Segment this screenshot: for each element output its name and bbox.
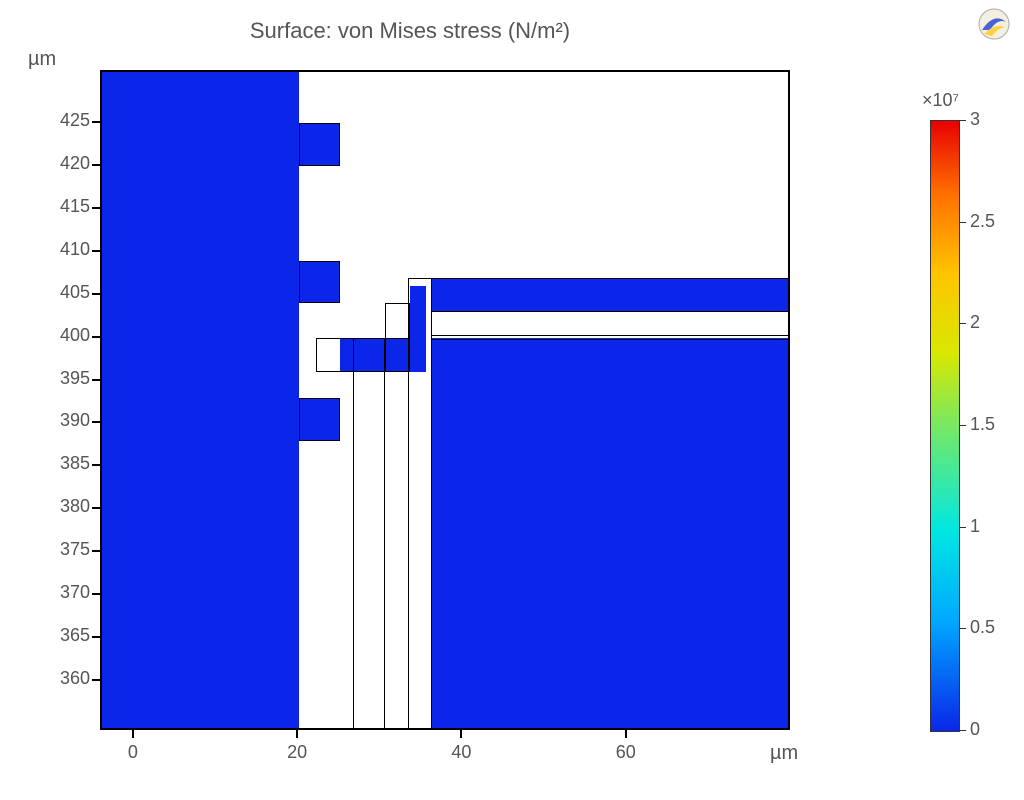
x-axis-unit: µm xyxy=(770,742,798,765)
y-tick-label: 420 xyxy=(40,153,90,174)
colorbar-tick-mark xyxy=(960,628,966,629)
geometry-outline xyxy=(316,338,410,372)
y-tick-mark xyxy=(92,550,100,552)
y-tick-mark xyxy=(92,636,100,638)
colorbar-tick-label: 3 xyxy=(970,109,980,130)
y-tick-mark xyxy=(92,250,100,252)
y-tick-label: 360 xyxy=(40,668,90,689)
colorbar-tick-label: 0 xyxy=(970,719,980,740)
y-tick-label: 415 xyxy=(40,196,90,217)
stress-region xyxy=(431,338,790,730)
y-tick-mark xyxy=(92,293,100,295)
colorbar-exponent: ×10⁷ xyxy=(922,90,959,111)
geometry-outline xyxy=(431,335,790,340)
colorbar-tick-label: 2.5 xyxy=(970,211,995,232)
x-tick-mark xyxy=(625,730,627,738)
x-tick-mark xyxy=(132,730,134,738)
x-tick-label: 20 xyxy=(277,742,317,763)
y-tick-mark xyxy=(92,507,100,509)
y-tick-label: 370 xyxy=(40,582,90,603)
comsol-logo-icon xyxy=(978,8,1010,40)
y-axis-unit: µm xyxy=(28,48,56,71)
y-tick-mark xyxy=(92,207,100,209)
x-tick-mark xyxy=(460,730,462,738)
x-tick-mark xyxy=(296,730,298,738)
y-tick-mark xyxy=(92,121,100,123)
geometry-outline xyxy=(353,338,386,730)
stress-region xyxy=(102,72,299,730)
geometry-outline xyxy=(299,261,340,304)
y-tick-label: 410 xyxy=(40,239,90,260)
y-tick-mark xyxy=(92,679,100,681)
colorbar-tick-mark xyxy=(960,425,966,426)
geometry-outline xyxy=(299,398,340,441)
x-tick-label: 40 xyxy=(441,742,481,763)
colorbar-tick-label: 2 xyxy=(970,312,980,333)
y-tick-mark xyxy=(92,421,100,423)
colorbar-tick-mark xyxy=(960,222,966,223)
y-tick-mark xyxy=(92,336,100,338)
x-tick-label: 60 xyxy=(606,742,646,763)
y-tick-label: 400 xyxy=(40,325,90,346)
colorbar-tick-label: 1.5 xyxy=(970,414,995,435)
y-tick-label: 375 xyxy=(40,539,90,560)
y-tick-mark xyxy=(92,164,100,166)
y-tick-label: 385 xyxy=(40,453,90,474)
plot-title: Surface: von Mises stress (N/m²) xyxy=(0,18,820,44)
colorbar-tick-mark xyxy=(960,730,966,731)
y-tick-label: 380 xyxy=(40,496,90,517)
colorbar-tick-label: 1 xyxy=(970,516,980,537)
colorbar-tick-mark xyxy=(960,120,966,121)
y-tick-label: 390 xyxy=(40,410,90,431)
y-tick-label: 395 xyxy=(40,368,90,389)
x-tick-label: 0 xyxy=(113,742,153,763)
colorbar-tick-label: 0.5 xyxy=(970,617,995,638)
geometry-outline xyxy=(431,278,790,312)
plot-area xyxy=(100,70,790,730)
colorbar-tick-mark xyxy=(960,323,966,324)
y-tick-label: 365 xyxy=(40,625,90,646)
colorbar xyxy=(930,120,960,732)
colorbar-tick-mark xyxy=(960,527,966,528)
y-tick-mark xyxy=(92,379,100,381)
y-tick-mark xyxy=(92,464,100,466)
y-tick-mark xyxy=(92,593,100,595)
geometry-outline xyxy=(408,278,433,730)
y-tick-label: 425 xyxy=(40,110,90,131)
y-tick-label: 405 xyxy=(40,282,90,303)
geometry-outline xyxy=(299,123,340,166)
